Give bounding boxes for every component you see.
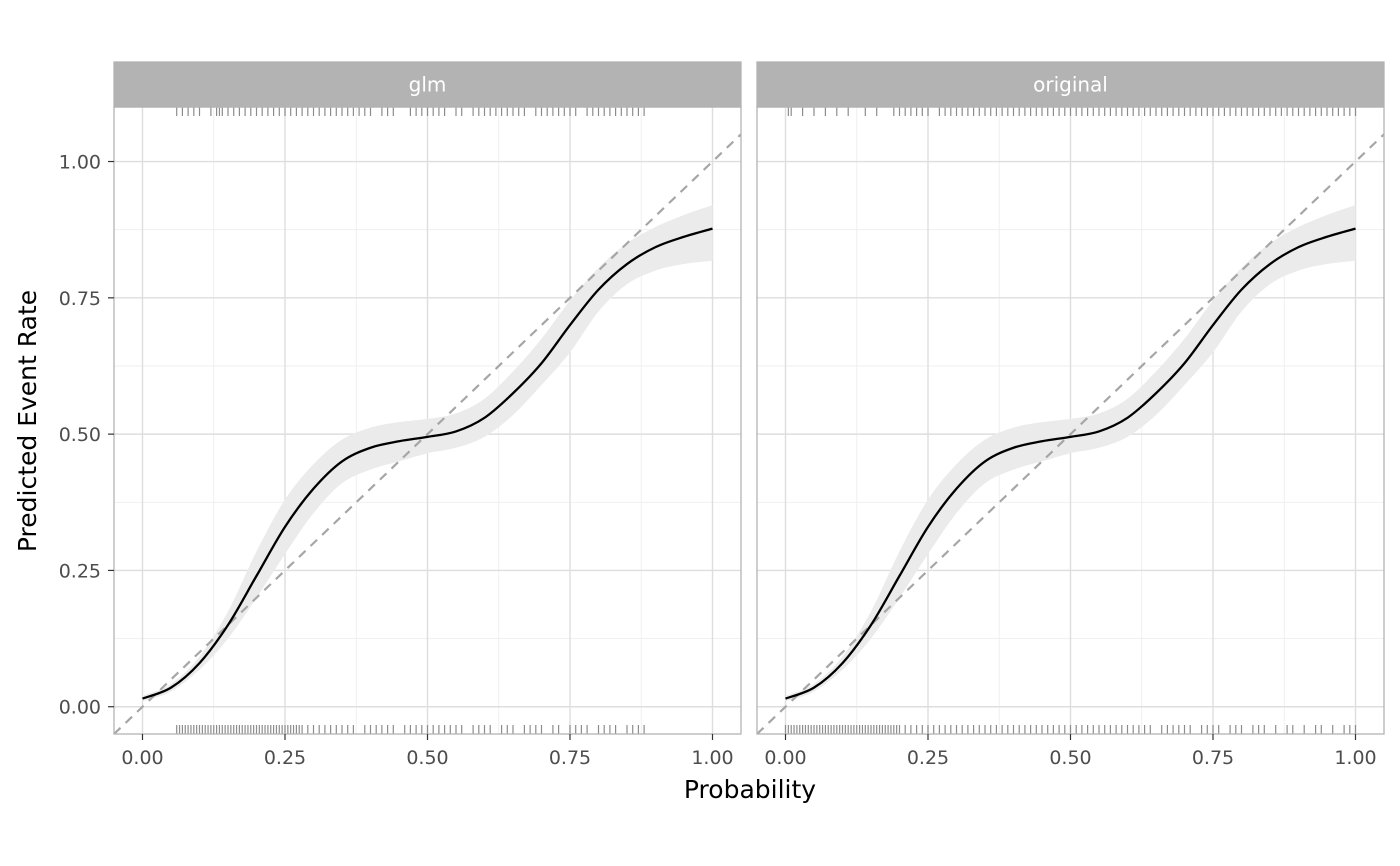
- rug-bottom: [176, 725, 645, 734]
- x-tick-label: 0.50: [1049, 747, 1091, 769]
- rug-top: [787, 107, 1357, 116]
- x-tick-label: 0.75: [1192, 747, 1234, 769]
- calibration-curve: [142, 227, 713, 700]
- y-axis-title: Predicted Event Rate: [13, 290, 42, 552]
- y-tick-label: 0.75: [59, 288, 101, 310]
- panel-plot-area: [757, 107, 1384, 734]
- reference-diagonal-line: [757, 133, 1384, 734]
- x-axis-title: Probability: [684, 775, 816, 804]
- confidence-ribbon: [142, 205, 713, 702]
- x-tick-label: 0.50: [406, 747, 448, 769]
- x-tick-label: 0.00: [764, 747, 806, 769]
- x-axes: 0.00 0.25 0.50 0.75 1.00 0.00 0.25 0.50 0.75 1.00: [121, 734, 1377, 769]
- reference-diagonal-line: [114, 133, 741, 734]
- facet-panel-glm: glm: [113, 61, 742, 735]
- calibration-curve: [785, 227, 1356, 700]
- facet-panels: glm original: [113, 61, 1385, 735]
- confidence-ribbon: [785, 205, 1356, 702]
- x-tick-label: 0.25: [264, 747, 306, 769]
- strip-label: original: [1033, 73, 1108, 97]
- strip-background: [113, 61, 742, 108]
- panel-plot-area: [114, 107, 741, 734]
- y-tick-label: 0.00: [59, 697, 101, 719]
- facet-panel-original: original: [756, 61, 1385, 735]
- rug-bottom: [784, 725, 1357, 734]
- x-tick-label: 1.00: [691, 747, 733, 769]
- y-tick-label: 1.00: [59, 152, 101, 174]
- x-tick-label: 0.25: [907, 747, 949, 769]
- x-tick-label: 0.75: [549, 747, 591, 769]
- strip-background: [756, 61, 1385, 108]
- y-tick-label: 0.25: [59, 560, 101, 582]
- rug-top: [176, 107, 645, 116]
- y-tick-label: 0.50: [59, 424, 101, 446]
- y-axis: 0.00 0.25 0.50 0.75 1.00: [59, 152, 114, 719]
- x-tick-label: 0.00: [121, 747, 163, 769]
- strip-label: glm: [409, 73, 447, 97]
- x-tick-label: 1.00: [1334, 747, 1376, 769]
